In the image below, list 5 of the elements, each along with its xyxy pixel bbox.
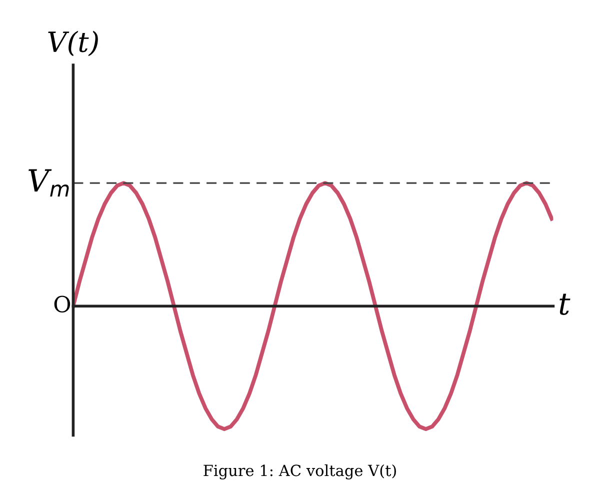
text: Figure 1: AC voltage V(t) (204, 464, 396, 480)
x-axis-title: t (560, 294, 570, 315)
y-axis-title: V(t) (48, 30, 98, 56)
text: O (54, 296, 70, 313)
ref-line-label: V$_{m}$ (28, 169, 69, 197)
